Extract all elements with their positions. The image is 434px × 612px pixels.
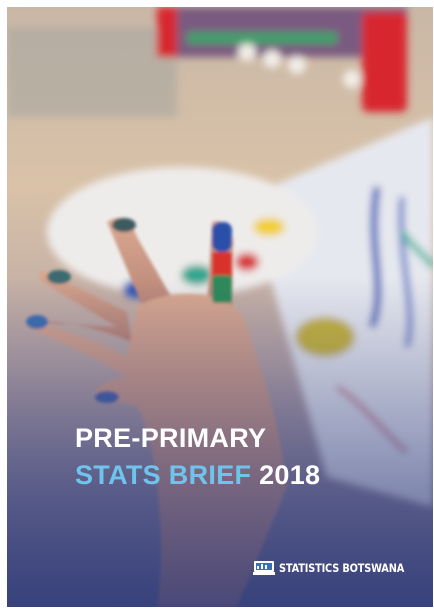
title-line-2: STATS BRIEF 2018	[75, 460, 320, 491]
publisher-name: STATISTICS BOTSWANA	[279, 561, 405, 575]
photo-illustration	[7, 7, 433, 607]
title-year: 2018	[259, 460, 321, 490]
publisher-logo: STATISTICS BOTSWANA	[253, 560, 426, 576]
title-line-1: PRE-PRIMARY	[75, 423, 267, 453]
logo-icon	[253, 561, 275, 575]
title-highlight: STATS BRIEF	[75, 460, 252, 490]
dark-overlay	[7, 7, 433, 607]
cover-photo: PRE-PRIMARY STATS BRIEF 2018	[7, 7, 433, 607]
